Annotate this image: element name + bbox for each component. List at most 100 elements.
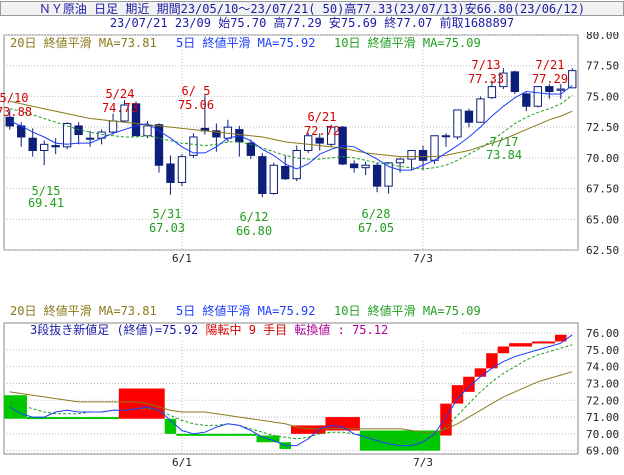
chart-header: ＮＹ原油 日足 期近 期間23/05/10～23/07/21( 50)高77.3… xyxy=(0,0,624,32)
ma20-line xyxy=(9,100,573,158)
x-tick-label: 7/3 xyxy=(413,456,433,469)
annotation-value: 69.41 xyxy=(28,196,64,210)
break-brick xyxy=(4,395,27,419)
candle xyxy=(28,137,37,151)
candle xyxy=(154,124,164,166)
break-brick xyxy=(532,341,556,344)
y-axis: 76.00 75.00 74.00 73.00 72.00 71.00 70.00 69.00 xyxy=(4,327,619,458)
candle xyxy=(407,149,416,160)
candle xyxy=(74,125,83,136)
y-tick-label: 75.00 xyxy=(586,90,619,103)
legend-item-2: 5日 終値平滑 MA=75.92 xyxy=(176,35,315,50)
candle xyxy=(441,135,451,138)
candle xyxy=(177,156,187,183)
ma20-line xyxy=(9,371,573,433)
candle xyxy=(5,116,14,127)
candle xyxy=(384,162,393,187)
ma5-line xyxy=(9,334,573,447)
annotation-date: 5/10 xyxy=(0,91,28,105)
candle xyxy=(258,156,267,194)
candlestick-chart: 80.00 77.50 75.00 72.50 70.00 67.50 65.00 62.50… xyxy=(0,32,619,265)
candle xyxy=(85,137,95,140)
y-axis: 80.00 77.50 75.00 72.50 70.00 67.50 65.00 62.50 xyxy=(4,32,619,257)
annotation-date: 7/17 xyxy=(490,135,519,149)
candle xyxy=(395,158,405,164)
candle xyxy=(568,70,577,89)
candle xyxy=(487,86,497,99)
candle xyxy=(372,164,382,187)
y-tick-label: 71.00 xyxy=(586,411,619,424)
period-summary: ＮＹ原油 日足 期近 期間23/05/10～23/07/21( 50)高77.3… xyxy=(0,1,624,16)
x-axis: 6/1 7/3 xyxy=(172,35,433,265)
candle xyxy=(62,122,72,148)
break-brick xyxy=(509,343,533,347)
y-tick-label: 67.50 xyxy=(586,183,619,196)
break-brick xyxy=(164,418,177,434)
candle xyxy=(269,164,278,194)
annotation-date: 5/31 xyxy=(153,207,182,221)
candle xyxy=(246,142,255,156)
annotation-value: 75.06 xyxy=(178,98,214,112)
annotation-value: 67.05 xyxy=(358,221,394,235)
candle xyxy=(327,126,336,145)
legend-item-3: 10日 終値平滑 MA=75.09 xyxy=(334,35,481,50)
annotation-date: 6/12 xyxy=(240,210,269,224)
candle xyxy=(361,164,370,169)
y-tick-label: 70.00 xyxy=(586,428,619,441)
x-tick-label: 7/3 xyxy=(413,252,433,265)
candle xyxy=(131,103,141,137)
annotation-value: 72.72 xyxy=(304,124,340,138)
candle xyxy=(464,110,474,123)
candle xyxy=(545,86,554,93)
candle xyxy=(349,163,359,169)
annotation-date: 6/21 xyxy=(308,110,337,124)
break-info-prefix: 3段抜き新値足 (終値)=75.92 xyxy=(30,322,205,337)
break-brick xyxy=(176,433,257,436)
y-tick-label: 69.00 xyxy=(586,445,619,458)
candle xyxy=(40,143,49,151)
break-brick xyxy=(474,368,487,377)
candle xyxy=(292,149,301,180)
annotation-date: 7/21 xyxy=(536,58,565,72)
x-tick-label: 6/1 xyxy=(172,456,192,469)
annotation-value: 73.88 xyxy=(0,105,32,119)
annotation-value: 73.84 xyxy=(486,148,522,162)
annotation-date: 7/13 xyxy=(472,58,501,72)
break-brick xyxy=(440,403,452,436)
x-tick-label: 6/1 xyxy=(172,252,192,265)
break-brick xyxy=(463,376,475,392)
candle xyxy=(304,135,313,151)
candle xyxy=(522,93,531,107)
break-brick xyxy=(325,417,360,431)
y-tick-label: 80.00 xyxy=(586,32,619,42)
break-brick xyxy=(291,425,326,434)
annotation-value: 77.29 xyxy=(532,72,568,86)
break-count: 9 手目 xyxy=(242,323,295,337)
ma5-line xyxy=(9,84,573,171)
break-brick xyxy=(26,417,119,420)
legend-item-1: 20日 終値平滑 MA=73.81 xyxy=(10,303,157,318)
break-brick xyxy=(118,388,165,419)
annotation-value: 77.33 xyxy=(468,72,504,86)
annotation-date: 6/28 xyxy=(362,207,391,221)
info-background xyxy=(5,324,463,339)
break-status: 陽転中 xyxy=(205,322,241,337)
break-info: 3段抜き新値足 (終値)=75.92 陽転中 9 手目 転換値 : 75.12 xyxy=(30,322,388,337)
three-line-break-chart: 76.00 75.00 74.00 73.00 72.00 71.00 70.00 69.00… xyxy=(3,303,619,469)
y-tick-label: 76.00 xyxy=(586,327,619,340)
break-brick xyxy=(359,430,441,451)
legend-item-1: 20日 終値平滑 MA=73.81 xyxy=(10,35,157,50)
candle xyxy=(533,86,542,107)
candle xyxy=(499,72,508,88)
annotation-date: 5/15 xyxy=(32,184,61,198)
y-tick-label: 72.00 xyxy=(586,394,619,407)
ma10-line xyxy=(9,94,573,170)
candle xyxy=(281,165,290,180)
annotation-value: 66.80 xyxy=(236,224,272,238)
candle xyxy=(51,145,60,148)
annotation-date: 5/24 xyxy=(106,87,135,101)
break-turn-value: 転換値 : 75.12 xyxy=(294,322,388,337)
y-tick-label: 72.50 xyxy=(586,121,619,134)
candle xyxy=(556,88,565,91)
